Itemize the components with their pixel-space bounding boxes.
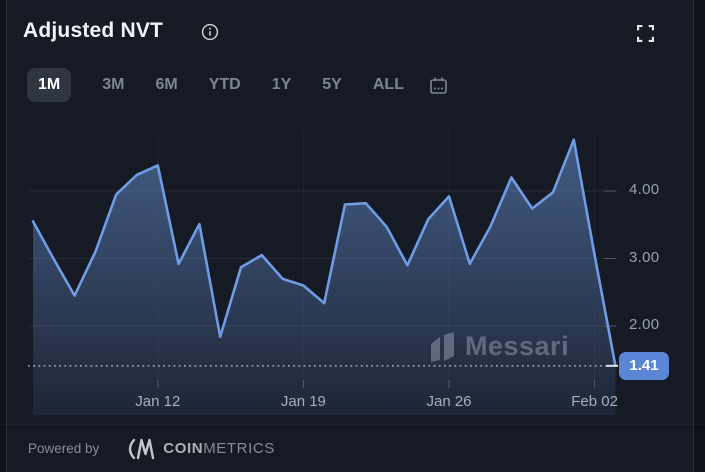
coinmetrics-brand: COINMETRICS [163,440,275,457]
last-value-badge: 1.41 [619,351,669,380]
range-tab-1y[interactable]: 1Y [271,76,292,93]
x-label-2: Jan 26 [426,393,472,410]
range-tab-all[interactable]: ALL [372,76,404,93]
page-title: Adjusted NVT [23,19,164,42]
info-icon[interactable] [201,23,219,41]
coinmetrics-logo-icon [129,438,155,459]
y-label-0: 4.00 [629,181,660,198]
y-label-1: 3.00 [629,248,660,266]
range-tab-ytd[interactable]: YTD [208,76,241,93]
calendar-icon[interactable] [429,76,448,95]
watermark-text: Messari [465,331,570,361]
messari-logo-icon [431,331,454,362]
brand-coin: COIN [163,440,204,457]
y-label-2: 2.00 [629,316,660,333]
brand-metrics: METRICS [203,440,275,457]
range-tab-1m[interactable]: 1M [27,68,72,102]
x-label-0: Jan 12 [135,393,181,410]
footer-bar: Powered by COINMETRICS [0,424,705,472]
x-label-1: Jan 19 [280,393,326,410]
range-tab-5y[interactable]: 5Y [322,76,342,93]
powered-by-label: Powered by [28,441,100,456]
range-tab-6m[interactable]: 6M [155,76,178,93]
messari-watermark: Messari [430,331,569,362]
range-selector: 1M 3M 6M YTD 1Y 5Y ALL [27,68,448,102]
x-label-3: Feb 02 [571,393,618,410]
fullscreen-icon[interactable] [637,25,654,42]
range-tab-3m[interactable]: 3M [102,76,125,93]
